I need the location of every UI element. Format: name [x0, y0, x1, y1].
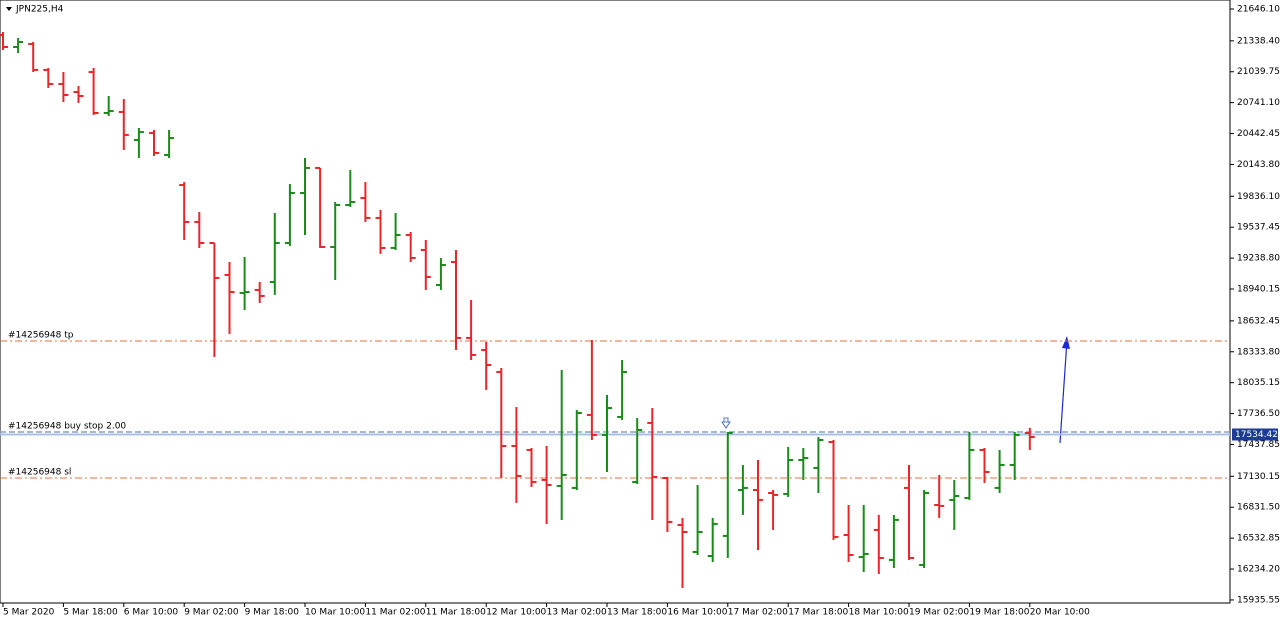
y-tick-label: 16831.50	[1237, 503, 1280, 513]
y-tick-label: 18035.15	[1237, 378, 1280, 388]
x-tick-label: 20 Mar 10:00	[1030, 608, 1090, 618]
y-tick-label: 21039.75	[1237, 67, 1280, 77]
y-tick-label: 17437.85	[1237, 440, 1280, 450]
y-tick-label: 17736.50	[1237, 409, 1280, 419]
y-tick-label: 18333.80	[1237, 347, 1280, 357]
y-tick-label: 21338.40	[1237, 36, 1280, 46]
x-tick-label: 13 Mar 02:00	[547, 608, 607, 618]
y-tick-label: 18940.15	[1237, 285, 1280, 295]
bid-tag	[1232, 428, 1278, 441]
x-tick-label: 12 Mar 10:00	[486, 608, 546, 618]
x-tick-label: 17 Mar 02:00	[728, 608, 788, 618]
y-tick-label: 19238.80	[1237, 254, 1280, 264]
y-tick-label: 16532.85	[1237, 534, 1280, 544]
plot-frame	[0, 0, 1231, 604]
x-tick-label: 9 Mar 02:00	[184, 608, 239, 618]
x-tick-label: 19 Mar 02:00	[909, 608, 969, 618]
chart-title: JPN225,H4	[15, 5, 64, 15]
trend-arrow	[1059, 339, 1068, 444]
y-tick-label: 20143.80	[1237, 160, 1280, 170]
y-tick-label: 20442.45	[1237, 129, 1280, 139]
order-marker	[721, 417, 731, 429]
x-tick-label: 6 Mar 10:00	[124, 608, 179, 618]
y-tick-label: 19537.45	[1237, 223, 1280, 233]
menu-triangle	[6, 7, 12, 11]
bid-label: 17534.42	[1235, 430, 1278, 440]
y-tick-label: 16234.20	[1237, 565, 1280, 575]
x-tick-label: 17 Mar 18:00	[788, 608, 848, 618]
x-tick-label: 10 Mar 10:00	[305, 608, 365, 618]
y-tick-label: 19836.10	[1237, 192, 1280, 202]
x-tick-label: 5 Mar 18:00	[63, 608, 118, 618]
x-tick-label: 16 Mar 10:00	[667, 608, 727, 618]
arrow-head	[1062, 336, 1070, 349]
x-tick-label: 5 Mar 2020	[3, 608, 55, 618]
x-tick-label: 19 Mar 18:00	[969, 608, 1029, 618]
y-tick-label: 20741.10	[1237, 98, 1280, 108]
y-tick-label: 21646.10	[1237, 4, 1280, 14]
x-tick-label: 18 Mar 10:00	[849, 608, 909, 618]
level-label: #14256948 sl	[8, 467, 71, 477]
x-tick-label: 9 Mar 18:00	[245, 608, 300, 618]
y-tick-label: 17130.15	[1237, 472, 1280, 482]
y-tick-label: 15935.55	[1237, 595, 1280, 605]
x-tick-label: 13 Mar 18:00	[607, 608, 667, 618]
level-label: #14256948 tp	[8, 330, 74, 340]
y-tick-label: 18632.45	[1237, 316, 1280, 326]
level-label: #14256948 buy stop 2.00	[8, 421, 126, 431]
x-tick-label: 11 Mar 02:00	[365, 608, 425, 618]
x-tick-label: 11 Mar 18:00	[426, 608, 486, 618]
